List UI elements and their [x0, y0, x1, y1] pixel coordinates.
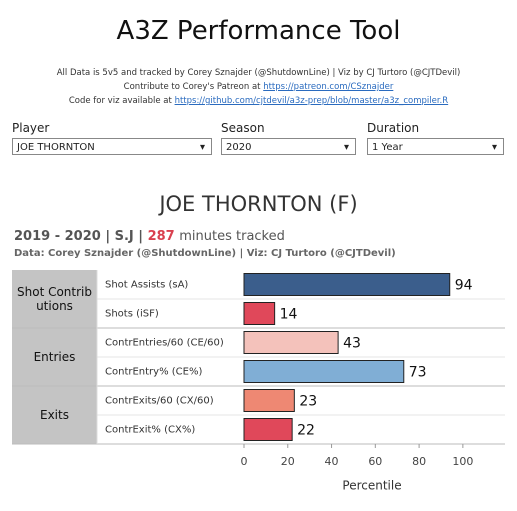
- value-label: 22: [297, 423, 315, 439]
- group-label: Shot Contributions: [17, 285, 92, 313]
- x-tick-label: 80: [412, 455, 426, 468]
- bar: [243, 418, 293, 441]
- filter-label: Duration: [367, 121, 420, 135]
- filter-dropdown[interactable]: JOE THORNTON: [12, 138, 212, 156]
- group-label-box: Exits: [40, 408, 69, 422]
- value-label: 73: [409, 365, 427, 381]
- x-tick-label: 100: [452, 455, 473, 468]
- code-line: Code for viz available at https://github…: [0, 96, 517, 106]
- season: 2019 - 2020 |: [14, 229, 111, 244]
- source: Data: Corey Sznajder (@ShutdownLine) | V…: [14, 248, 396, 259]
- group-label: Exits: [40, 408, 69, 422]
- title: A3Z Performance Tool: [116, 16, 401, 46]
- group-label: Entries: [33, 350, 76, 364]
- bar: [243, 389, 295, 412]
- group-label-box: Shot Contributions: [17, 285, 92, 313]
- bar: [243, 302, 276, 325]
- patreon-link[interactable]: https://patreon.com/CSznajder: [263, 82, 394, 92]
- value-label: 14: [280, 307, 298, 323]
- bar: [243, 273, 451, 296]
- category-label: Shots (iSF): [105, 309, 159, 320]
- value-label: 43: [343, 336, 361, 352]
- value-label: 94: [455, 278, 473, 294]
- category-label: ContrEntries/60 (CE/60): [105, 338, 224, 349]
- filter-dropdown[interactable]: 2020: [221, 138, 356, 156]
- x-tick-label: 40: [325, 455, 339, 468]
- category-label: ContrEntry% (CE%): [105, 367, 202, 378]
- patreon-line: Contribute to Corey's Patreon at https:/…: [0, 82, 517, 92]
- group-label-box: Entries: [33, 350, 76, 364]
- bar: [243, 360, 405, 383]
- patreon-text: Contribute to Corey's Patreon at: [123, 82, 261, 92]
- group-cell: [12, 270, 97, 328]
- x-axis-title: Percentile: [342, 479, 401, 493]
- x-tick-label: 60: [368, 455, 382, 468]
- category-label: Shot Assists (sA): [105, 280, 188, 291]
- filter-label: Player: [12, 121, 50, 135]
- filter-dropdown[interactable]: 1 Year: [367, 138, 504, 156]
- category-label: ContrExits/60 (CX/60): [105, 396, 214, 407]
- filter-label: Season: [221, 121, 265, 135]
- x-tick-label: 0: [241, 455, 248, 468]
- minutes: 287: [147, 229, 175, 244]
- team: S.J |: [114, 229, 144, 244]
- credit: All Data is 5v5 and tracked by Corey Szn…: [56, 68, 461, 78]
- code-link[interactable]: https://github.com/cjtdevil/a3z-prep/blo…: [174, 96, 449, 106]
- player-name: JOE THORNTON (F): [159, 192, 358, 216]
- bar: [243, 331, 339, 354]
- group-cell: [12, 328, 97, 386]
- x-tick-label: 20: [281, 455, 295, 468]
- value-label: 23: [299, 394, 317, 410]
- code-text: Code for viz available at: [68, 96, 172, 106]
- player-info: 2019 - 2020 | S.J | 287 minutes tracked: [14, 229, 285, 244]
- category-label: ContrExit% (CX%): [105, 425, 195, 436]
- minutes-label: minutes tracked: [179, 229, 285, 244]
- group-cell: [12, 386, 97, 444]
